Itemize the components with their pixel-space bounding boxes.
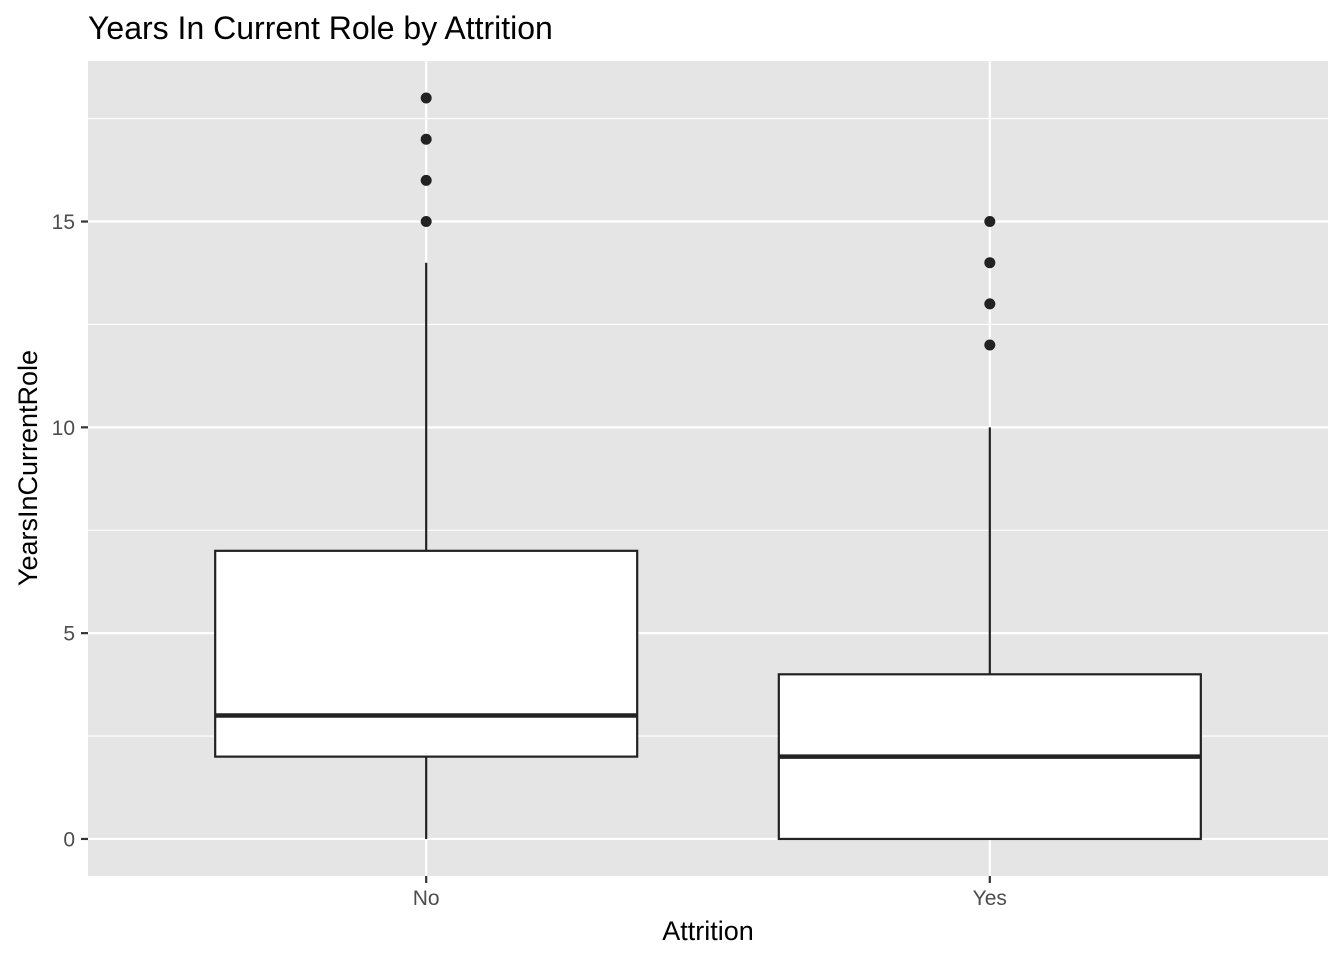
x-tick-label: Yes (973, 887, 1007, 910)
outlier-point-no (420, 92, 432, 104)
y-axis: 0 5 10 15 (52, 211, 88, 851)
x-axis-title: Attrition (662, 916, 754, 946)
boxes-layer (214, 92, 1202, 841)
x-tick-label: No (413, 887, 440, 910)
outlier-point-yes (984, 298, 996, 310)
y-tick-label: 0 (63, 828, 75, 851)
chart-title: Years In Current Role by Attrition (88, 10, 553, 46)
box-no (214, 549, 639, 758)
y-tick-label: 10 (52, 417, 75, 440)
outlier-point-no (420, 133, 432, 145)
y-tick-label: 15 (52, 211, 75, 234)
x-axis: No Yes (413, 876, 1007, 910)
y-axis-title: YearsInCurrentRole (13, 350, 43, 586)
outlier-point-no (420, 216, 432, 228)
outlier-point-yes (984, 216, 996, 228)
y-tick-label: 5 (63, 623, 75, 646)
outlier-point-no (420, 174, 432, 186)
outlier-point-yes (984, 257, 996, 269)
outlier-point-yes (984, 339, 996, 351)
